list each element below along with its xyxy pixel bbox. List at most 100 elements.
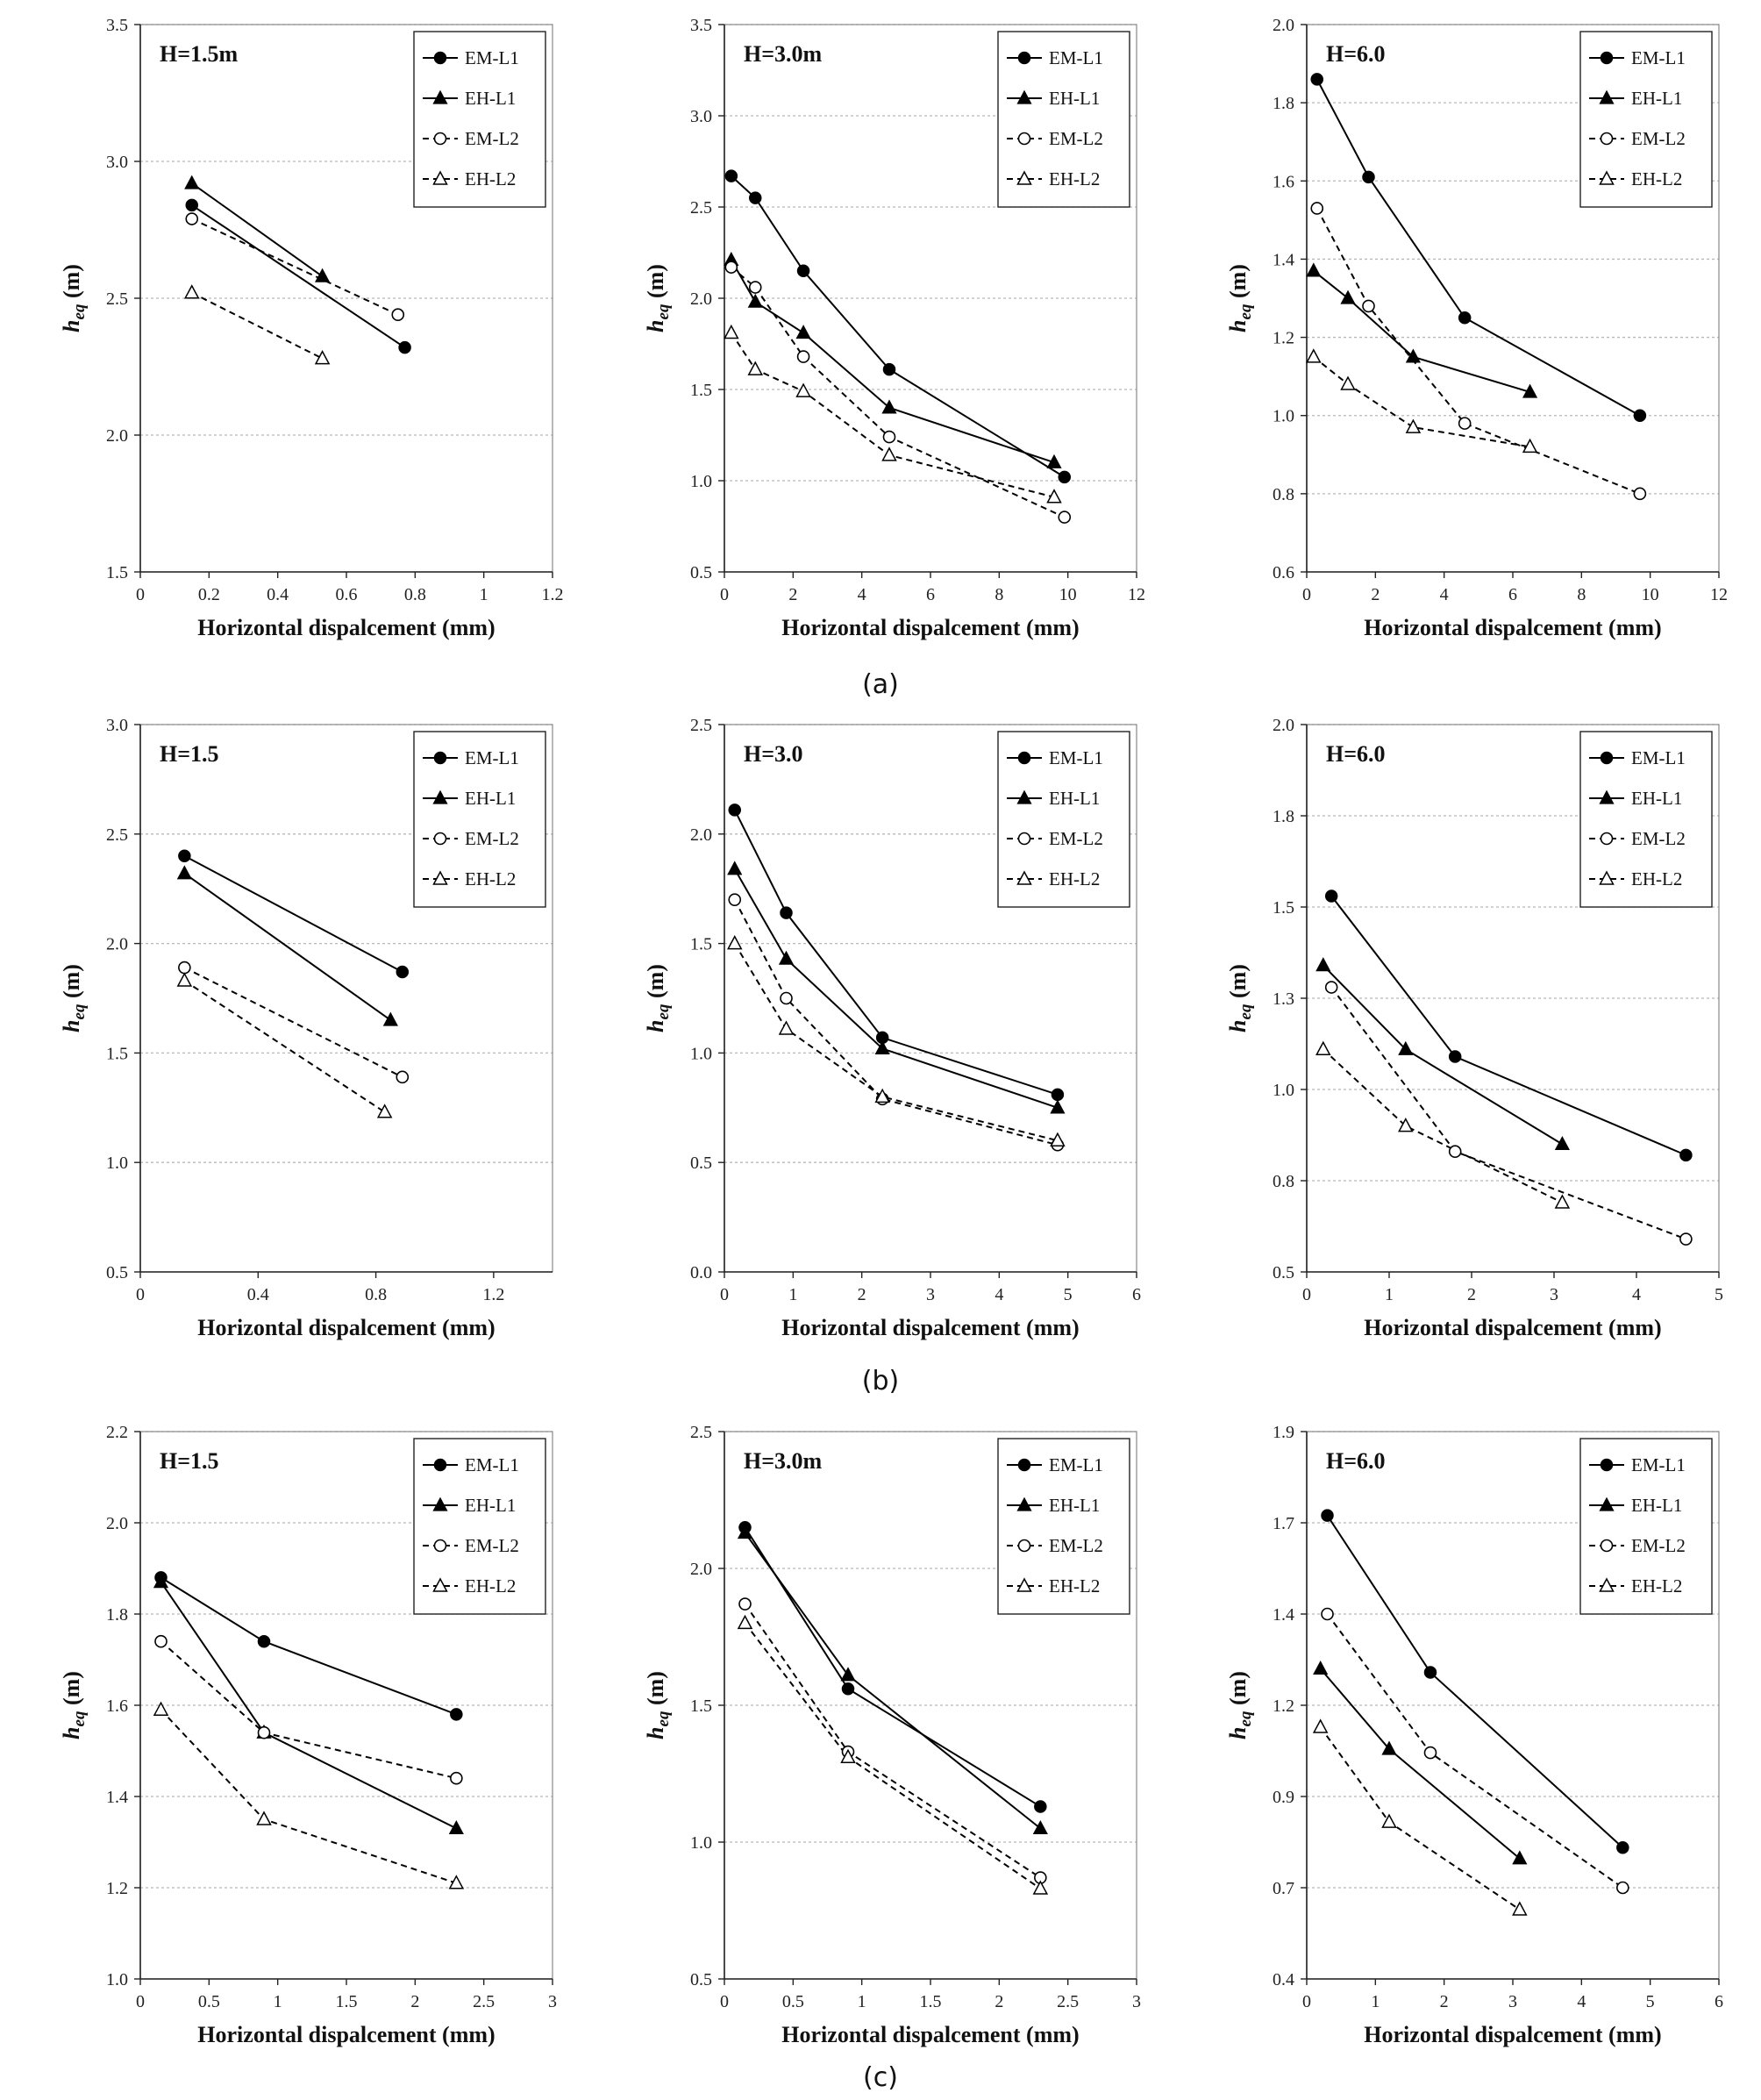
- legend-label: EM-L1: [465, 47, 519, 68]
- legend-marker-eh-l2: [1016, 870, 1032, 885]
- y-tick-label: 2.5: [106, 289, 128, 309]
- legend-marker-em-l2: [433, 832, 447, 846]
- x-tick-label: 0: [1302, 1992, 1311, 2011]
- data-point-eh-l1: [1554, 1136, 1570, 1151]
- data-point-em-l2: [748, 281, 762, 294]
- data-point-em-l2: [1324, 981, 1338, 994]
- data-point-eh-l1: [881, 399, 897, 414]
- x-tick-label: 3: [926, 1285, 935, 1304]
- x-tick-label: 12: [1128, 585, 1145, 604]
- y-tick-label: 1.0: [106, 1970, 128, 1989]
- x-tick-label: 5: [1715, 1285, 1723, 1304]
- x-tick-label: 2: [410, 1992, 419, 2011]
- data-point-eh-l2: [1554, 1194, 1571, 1209]
- data-point-eh-l1: [1050, 1099, 1066, 1114]
- data-point-eh-l1: [1381, 1740, 1397, 1755]
- legend-label: EH-L2: [1049, 868, 1100, 889]
- legend-marker-em-l1: [1017, 51, 1031, 65]
- data-point-em-l2: [185, 212, 199, 225]
- legend-marker-eh-l1: [432, 89, 448, 104]
- legend-label: EH-L1: [1049, 1495, 1100, 1516]
- series-line-eh-l2: [1323, 1048, 1563, 1204]
- legend-label: EH-L2: [1631, 168, 1682, 189]
- data-point-em-l1: [1058, 470, 1071, 484]
- legend-label: EH-L1: [465, 88, 516, 109]
- y-tick-label: 1.0: [1273, 407, 1294, 426]
- series-line-eh-l2: [1313, 356, 1530, 448]
- y-tick-label: 2.5: [690, 198, 712, 218]
- legend-marker-em-l1: [1600, 51, 1614, 65]
- data-point-eh-l1: [1405, 348, 1422, 363]
- legend-label: EH-L1: [465, 1495, 516, 1516]
- chart-title: H=1.5: [160, 741, 219, 767]
- y-tick-label: 0.5: [106, 1263, 128, 1282]
- y-axis-label: heq (m): [643, 264, 673, 332]
- x-tick-label: 2: [1371, 585, 1380, 604]
- x-tick-label: 4: [995, 1285, 1003, 1304]
- x-tick-label: 3: [1550, 1285, 1558, 1304]
- y-tick-label: 1.5: [106, 1044, 128, 1063]
- y-tick-label: 1.8: [1273, 94, 1294, 113]
- data-point-em-l1: [398, 340, 411, 354]
- y-tick-label: 2.0: [106, 935, 128, 954]
- legend-marker-eh-l2: [1599, 170, 1615, 185]
- x-tick-label: 1.2: [542, 585, 564, 604]
- legend-marker-eh-l1: [1599, 789, 1615, 804]
- x-tick-label: 0.5: [198, 1992, 220, 2011]
- data-point-eh-l1: [1512, 1850, 1528, 1865]
- chart-title: H=3.0m: [744, 1448, 823, 1474]
- legend-marker-eh-l2: [432, 1577, 448, 1592]
- x-tick-label: 2: [995, 1992, 1003, 2011]
- y-tick-label: 1.0: [690, 1044, 712, 1063]
- data-point-em-l2: [724, 261, 738, 274]
- data-point-em-l2: [257, 1725, 271, 1739]
- y-tick-label: 0.9: [1273, 1788, 1294, 1807]
- x-tick-label: 1.5: [336, 1992, 358, 2011]
- legend-marker-eh-l2: [1016, 1577, 1032, 1592]
- chart-panel-c1: 1.0 1.2 1.4 1.6 1.8 2.0 2.2 0 0.5 1 1.5 2 2.5 3 Horizo…: [59, 1423, 557, 2047]
- y-tick-label: 2.0: [690, 289, 712, 309]
- legend-marker-eh-l2: [1599, 1577, 1615, 1592]
- data-point-eh-l2: [724, 324, 739, 339]
- data-point-eh-l2: [1398, 1118, 1414, 1132]
- chart-panel-b2: 0.0 0.5 1.0 1.5 2.0 2.5 0 1 2 3 4 5 6 Horizontal disp…: [643, 716, 1141, 1340]
- data-point-eh-l1: [747, 293, 763, 308]
- x-axis-label: Horizontal dispalcement (mm): [197, 615, 495, 640]
- y-tick-label: 1.4: [1273, 250, 1294, 269]
- series-line-eh-l1: [183, 872, 391, 1021]
- data-point-eh-l2: [1312, 1718, 1329, 1733]
- y-axis-label: heq (m): [59, 964, 89, 1032]
- data-point-em-l1: [796, 264, 810, 278]
- y-tick-label: 1.8: [106, 1605, 128, 1625]
- series-line-eh-l1: [1319, 1668, 1521, 1860]
- data-point-eh-l2: [1512, 1901, 1528, 1916]
- x-tick-label: 0: [136, 1285, 145, 1304]
- y-tick-label: 2.0: [690, 825, 712, 845]
- x-tick-label: 2.5: [473, 1992, 495, 2011]
- legend-marker-em-l1: [433, 751, 447, 765]
- chart-panel-a2: 0.5 1.0 1.5 2.0 2.5 3.0 3.5 0 2 4 6 8 10 12 Horizontal…: [643, 16, 1145, 640]
- data-point-eh-l1: [727, 861, 743, 875]
- x-tick-label: 0.6: [336, 585, 358, 604]
- x-tick-label: 0: [136, 1992, 145, 2011]
- data-point-eh-l2: [1306, 348, 1322, 363]
- series-line-em-l1: [191, 204, 406, 348]
- legend-label: EM-L1: [1049, 1454, 1103, 1475]
- y-tick-label: 2.5: [106, 825, 128, 845]
- series-line-eh-l2: [183, 980, 386, 1113]
- legend-label: EM-L2: [1631, 1535, 1686, 1556]
- legend-label: EM-L2: [465, 128, 519, 149]
- data-point-em-l2: [1448, 1145, 1462, 1159]
- x-tick-label: 3: [1132, 1992, 1141, 2011]
- series-line-eh-l1: [744, 1532, 1041, 1830]
- legend-label: EM-L1: [1049, 47, 1103, 68]
- y-tick-label: 2.5: [690, 1423, 712, 1442]
- legend-label: EH-L2: [1049, 1575, 1100, 1596]
- legend-marker-em-l2: [1600, 832, 1614, 846]
- series-line-eh-l2: [730, 332, 1055, 498]
- series-line-em-l1: [1330, 895, 1686, 1156]
- series-line-eh-l1: [733, 868, 1059, 1109]
- data-point-em-l1: [1633, 409, 1647, 422]
- y-axis-label: heq (m): [59, 264, 89, 332]
- legend-marker-eh-l2: [432, 870, 448, 885]
